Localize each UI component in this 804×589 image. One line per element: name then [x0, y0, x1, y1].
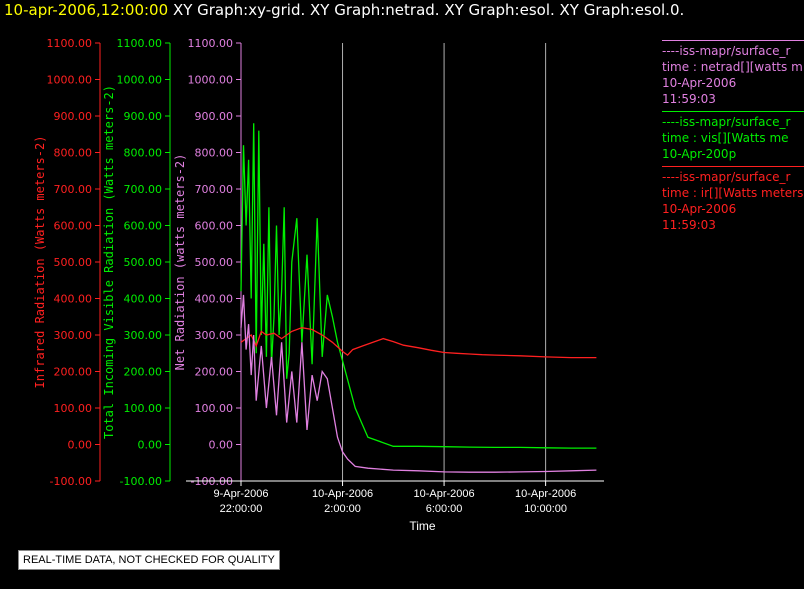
timestamp: 10-apr-2006,12:00:00 — [4, 1, 169, 19]
quality-notice: REAL-TIME DATA, NOT CHECKED FOR QUALITY — [18, 550, 280, 570]
legend-line: ----iss-mapr/surface_r — [662, 170, 791, 184]
x-tick-label: 2:00:00 — [324, 503, 361, 515]
series-line-infrared — [240, 327, 597, 359]
y-tick-label: 300.00 — [124, 329, 163, 342]
y-tick-label: 900.00 — [124, 110, 163, 123]
y-axis-label-visible: Total Incoming Visible Radiation (Watts … — [102, 85, 116, 439]
y-tick-label: 800.00 — [195, 147, 234, 160]
y-tick-label: 900.00 — [54, 110, 93, 123]
y-tick-label: 200.00 — [54, 366, 93, 379]
y-tick-label: 200.00 — [195, 366, 234, 379]
y-tick-label: 700.00 — [124, 183, 163, 196]
y-tick-label: 600.00 — [54, 220, 93, 233]
x-tick-label: 22:00:00 — [220, 503, 263, 515]
y-tick-label: 1000.00 — [47, 74, 93, 87]
y-axis-label-infrared: Infrared Radiation (Watts meters-2) — [33, 136, 47, 389]
x-axis-label: Time — [409, 519, 436, 533]
series-line-visible — [240, 123, 597, 449]
x-tick-label: 6:00:00 — [426, 503, 463, 515]
y-tick-label: 700.00 — [54, 183, 93, 196]
x-tick-label: 10-Apr-2006 — [515, 488, 576, 500]
y-tick-label: 100.00 — [195, 402, 234, 415]
y-tick-label: 600.00 — [124, 220, 163, 233]
legend-line: ----iss-mapr/surface_r — [662, 44, 791, 58]
y-tick-label: 400.00 — [195, 293, 234, 306]
y-axis-label-net: Net Radiation (watts meters-2) — [173, 154, 187, 371]
legend-line: time : netrad[][watts m — [662, 60, 803, 74]
legend-line: time : vis[][Watts me — [662, 131, 789, 145]
y-tick-label: 400.00 — [54, 293, 93, 306]
y-tick-label: 500.00 — [124, 256, 163, 269]
page-title: 10-apr-2006,12:00:00 XY Graph:xy-grid. X… — [4, 1, 684, 19]
series-line-net — [240, 294, 597, 473]
y-tick-label: 500.00 — [54, 256, 93, 269]
legend-line: 11:59:03 — [662, 218, 716, 232]
y-tick-label: 800.00 — [124, 147, 163, 160]
graph-list: XY Graph:xy-grid. XY Graph:netrad. XY Gr… — [172, 1, 685, 19]
y-tick-label: -100.00 — [50, 475, 92, 488]
y-tick-label: 600.00 — [195, 220, 234, 233]
y-tick-label: 1000.00 — [117, 74, 163, 87]
legend-line: 10-Apr-2006 — [662, 202, 737, 216]
legend-line: 11:59:03 — [662, 92, 716, 106]
y-tick-label: 1100.00 — [117, 37, 163, 50]
x-tick-label: 10-Apr-2006 — [413, 488, 474, 500]
y-tick-label: 1000.00 — [188, 74, 234, 87]
x-tick-label: 10:00:00 — [524, 503, 567, 515]
y-tick-label: 0.00 — [68, 439, 93, 452]
y-tick-label: 400.00 — [124, 293, 163, 306]
x-tick-label: 10-Apr-2006 — [312, 488, 373, 500]
y-tick-label: 1100.00 — [47, 37, 93, 50]
y-tick-label: 100.00 — [54, 402, 93, 415]
y-tick-label: 300.00 — [195, 329, 234, 342]
y-tick-label: 100.00 — [124, 402, 163, 415]
legend-line: ----iss-mapr/surface_r — [662, 115, 791, 129]
y-tick-label: 1100.00 — [188, 37, 234, 50]
y-tick-label: 500.00 — [195, 256, 234, 269]
y-tick-label: 300.00 — [54, 329, 93, 342]
legend-line: 10-Apr-200p — [662, 147, 737, 161]
y-tick-label: 0.00 — [138, 439, 163, 452]
y-tick-label: 700.00 — [195, 183, 234, 196]
y-tick-label: 200.00 — [124, 366, 163, 379]
y-tick-label: 800.00 — [54, 147, 93, 160]
y-tick-label: 0.00 — [209, 439, 234, 452]
x-tick-label: 9-Apr-2006 — [213, 488, 268, 500]
legend-line: 10-Apr-2006 — [662, 76, 737, 90]
y-tick-label: 900.00 — [195, 110, 234, 123]
legend-line: time : ir[][Watts meters — [662, 186, 804, 200]
y-tick-label: -100.00 — [120, 475, 162, 488]
